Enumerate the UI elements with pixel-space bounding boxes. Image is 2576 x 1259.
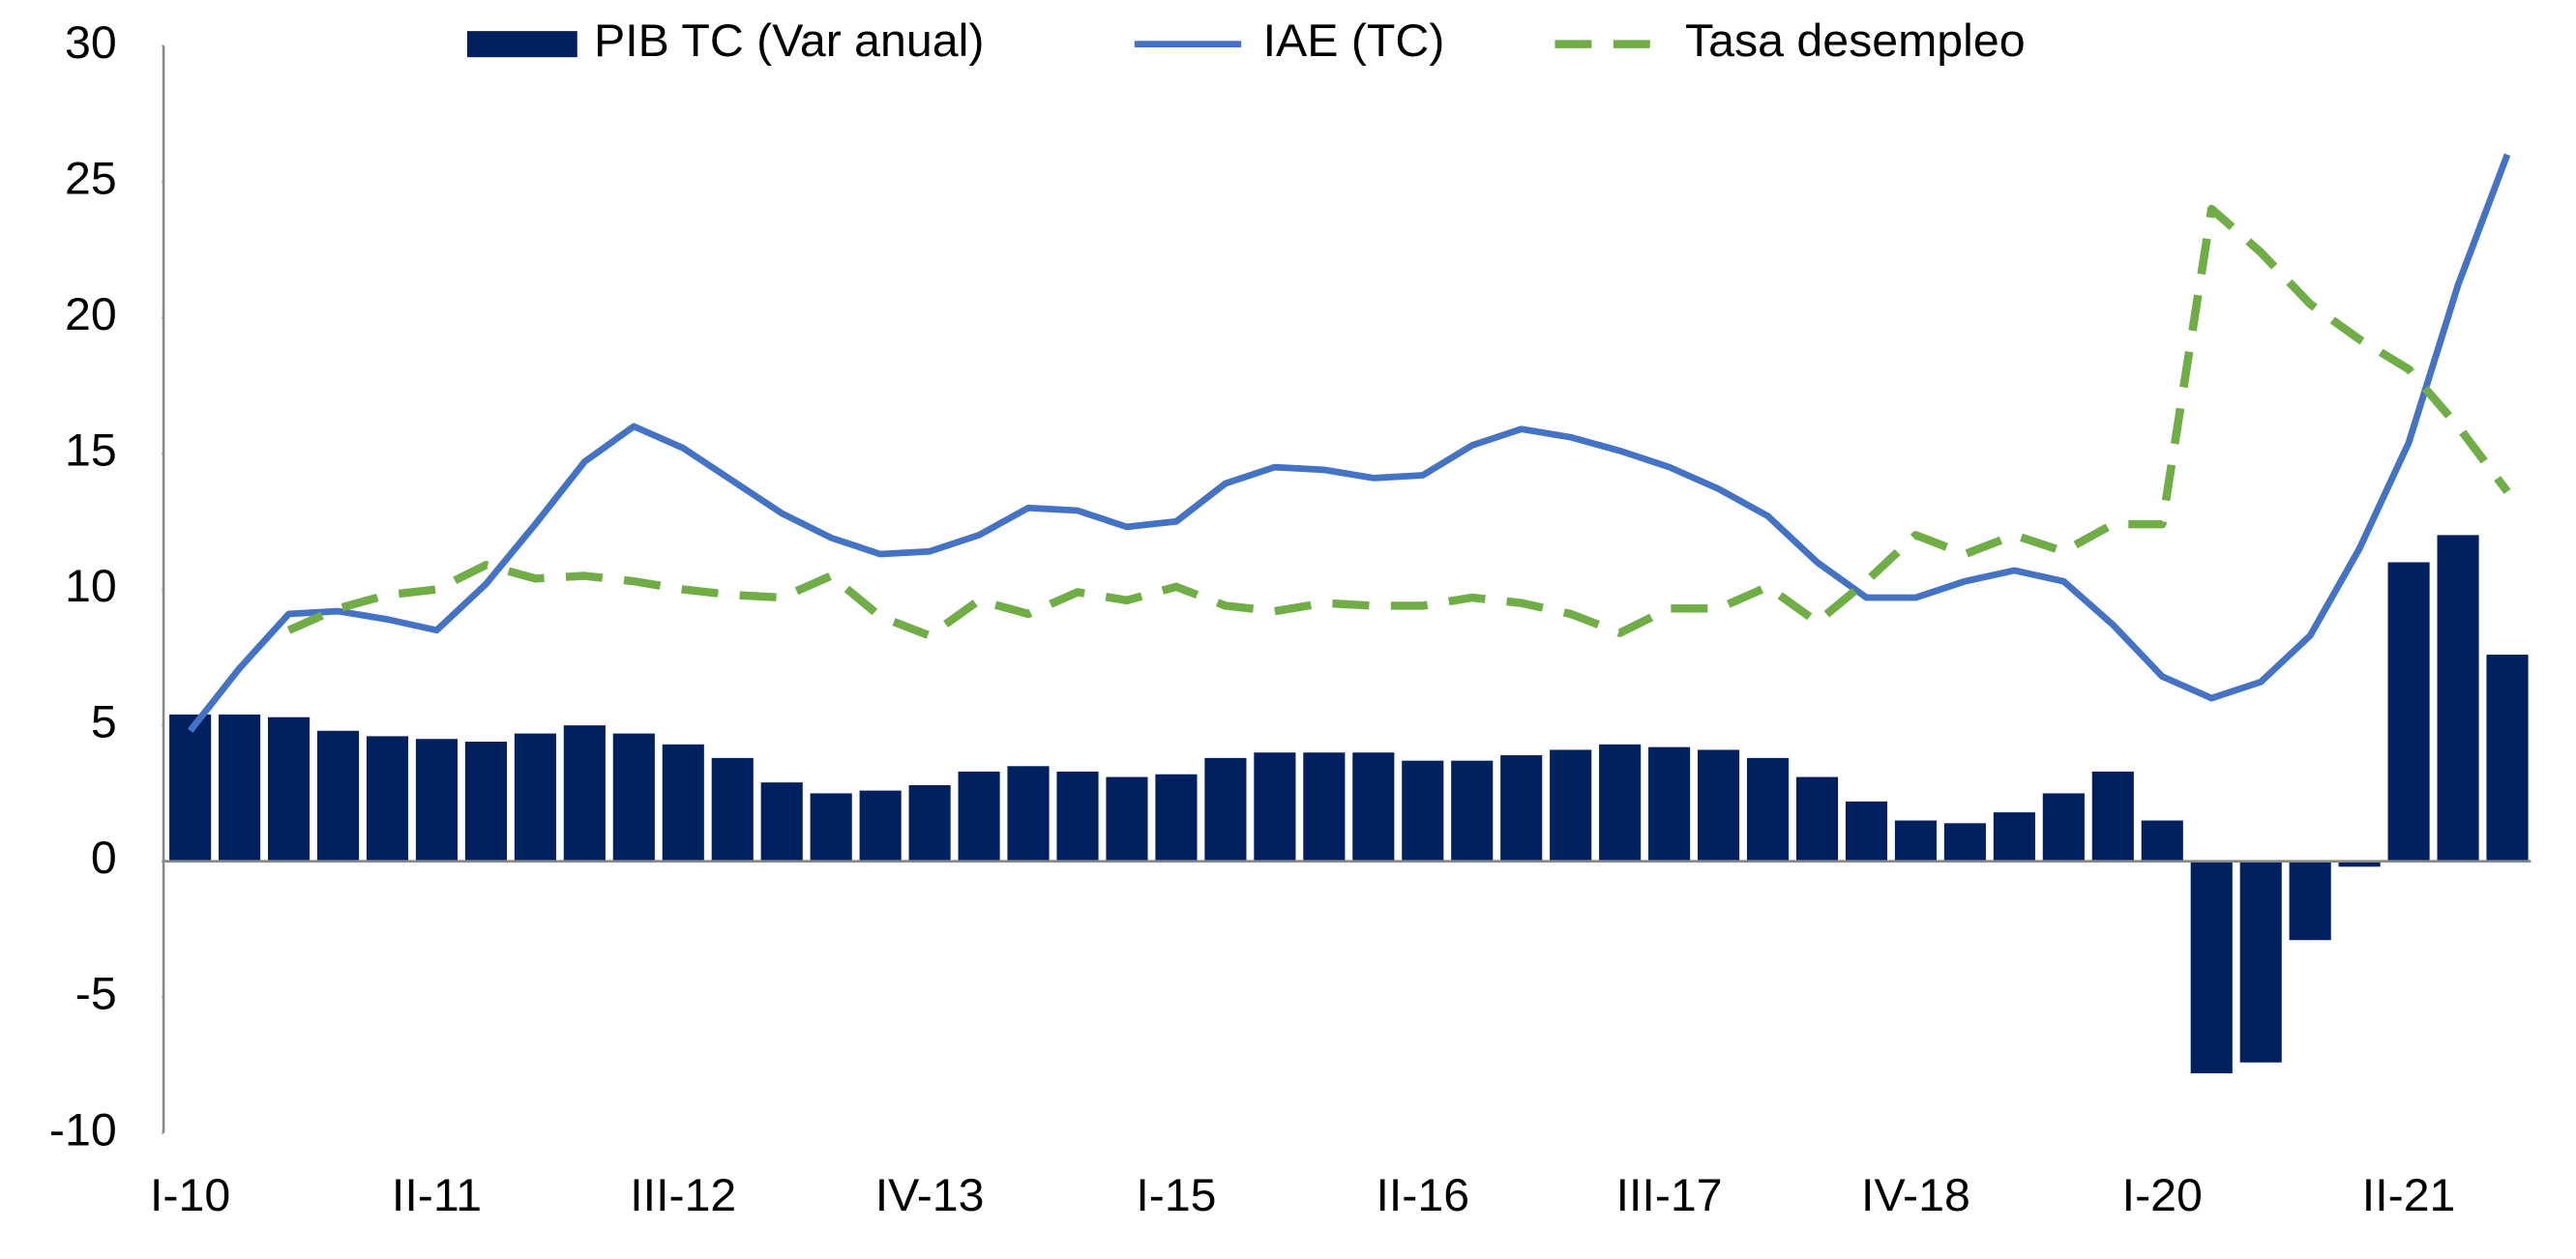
bar	[2437, 535, 2479, 862]
x-tick-label: III-17	[1616, 1170, 1723, 1220]
bar	[1698, 749, 1740, 862]
bar	[464, 741, 507, 862]
bar	[316, 730, 360, 862]
x-tick-label: I-10	[150, 1170, 230, 1220]
bar	[2190, 861, 2233, 1073]
bar	[2239, 861, 2282, 1063]
bar	[1795, 776, 1839, 862]
y-tick-label: 0	[91, 834, 117, 884]
bar	[415, 739, 459, 862]
bar	[219, 714, 261, 862]
bar	[2486, 655, 2529, 862]
bar	[2338, 861, 2381, 867]
bar	[1056, 771, 1099, 862]
bar	[1204, 757, 1247, 862]
y-tick-label: 5	[91, 697, 117, 747]
bar	[958, 771, 1000, 862]
x-tick-label: IV-13	[875, 1170, 985, 1220]
y-tick-label: 20	[65, 289, 117, 339]
legend-label: PIB TC (Var anual)	[594, 16, 984, 67]
bar	[1254, 752, 1296, 862]
legend-swatch	[466, 31, 577, 58]
bar	[1550, 749, 1592, 862]
bar	[267, 717, 311, 862]
y-tick-label: 15	[65, 425, 117, 476]
y-tick-label: 10	[65, 561, 117, 611]
bar	[1894, 820, 1937, 862]
bar	[1993, 812, 2035, 862]
bar	[1943, 823, 1986, 862]
bar	[612, 733, 655, 862]
bar	[2289, 861, 2331, 941]
bar	[1007, 766, 1050, 862]
bar	[2091, 771, 2134, 862]
legend-label: IAE (TC)	[1263, 16, 1445, 67]
bar	[859, 790, 902, 862]
bar	[1303, 752, 1346, 862]
bar	[366, 736, 409, 862]
line	[187, 153, 2511, 733]
y-tick-label: -10	[49, 1105, 117, 1156]
bar	[1451, 760, 1494, 862]
x-tick-label: II-21	[2362, 1170, 2456, 1220]
bar	[1352, 752, 1395, 862]
bar	[1746, 757, 1790, 862]
bar	[2387, 562, 2430, 862]
x-tick-label: II-11	[392, 1170, 482, 1220]
bar	[810, 793, 852, 862]
x-tick-label: I-20	[2122, 1170, 2203, 1220]
y-tick-label: 25	[65, 154, 117, 204]
bar	[1155, 774, 1198, 862]
bar	[711, 757, 754, 862]
bar	[1845, 801, 1888, 862]
bar	[1599, 744, 1642, 862]
x-tick-label: I-15	[1136, 1170, 1216, 1220]
x-tick-label: III-12	[630, 1170, 736, 1220]
bar	[760, 782, 803, 862]
y-tick-label: -5	[75, 969, 117, 1019]
bar	[563, 725, 606, 862]
bar	[169, 714, 212, 862]
bar	[1106, 776, 1148, 862]
bar	[2042, 793, 2085, 862]
bar	[2141, 820, 2183, 862]
line	[286, 204, 2511, 640]
bar	[1500, 755, 1543, 862]
bar	[908, 784, 951, 862]
x-tick-label: IV-18	[1861, 1170, 1970, 1220]
bar	[662, 744, 704, 862]
bar	[1402, 760, 1444, 862]
x-tick-label: II-16	[1376, 1170, 1469, 1220]
legend-label: Tasa desempleo	[1685, 16, 2026, 67]
y-tick-label: 30	[65, 17, 117, 68]
bar	[514, 733, 556, 862]
bar	[1648, 747, 1691, 862]
